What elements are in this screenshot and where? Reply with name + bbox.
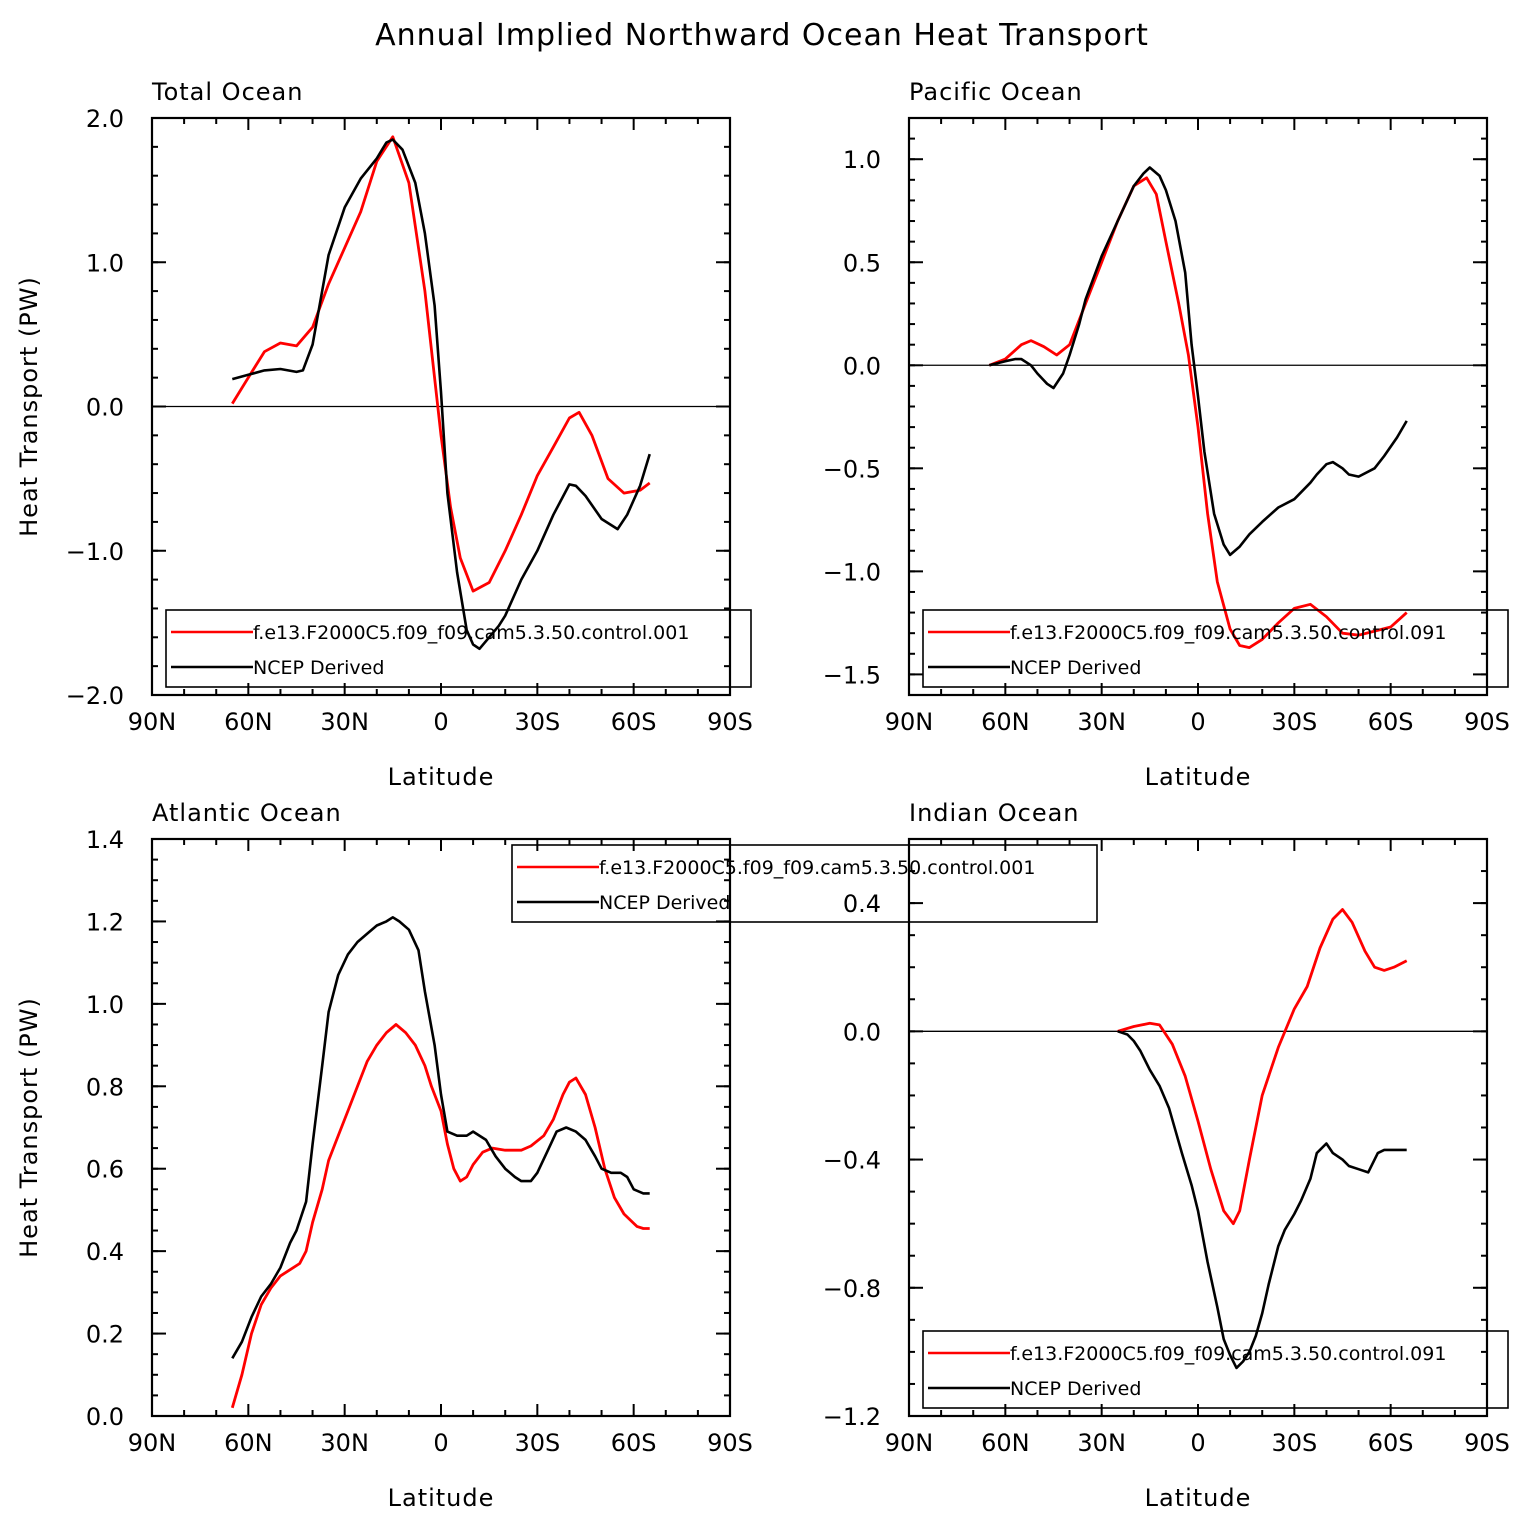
x-tick-label: 30N bbox=[1077, 708, 1126, 736]
x-tick-label: 90N bbox=[885, 708, 934, 736]
y-tick-label: 2.0 bbox=[86, 105, 124, 133]
ncep-series-line bbox=[1117, 1030, 1407, 1370]
y-tick-label: −0.5 bbox=[823, 455, 881, 483]
y-tick-label: 0.8 bbox=[86, 1073, 124, 1101]
panel-title: Indian Ocean bbox=[909, 799, 1080, 827]
legend-label: f.e13.F2000C5.f09_f09.cam5.3.50.control.… bbox=[1010, 622, 1446, 644]
y-tick-label: 0.4 bbox=[86, 1238, 124, 1266]
x-tick-label: 30S bbox=[1271, 708, 1317, 736]
x-axis-label: Latitude bbox=[1145, 763, 1252, 791]
x-tick-label: 30S bbox=[1271, 1429, 1317, 1457]
legend-box bbox=[165, 609, 752, 688]
x-tick-label: 30S bbox=[514, 708, 560, 736]
panel-0: Total Ocean 90N 60N 30N 0 30S 60S 90S −2.0 −1.0 0.… bbox=[15, 78, 753, 791]
x-tick-label: 30N bbox=[320, 1429, 369, 1457]
y-tick-label: 0.5 bbox=[843, 249, 881, 277]
panel-3: Indian Ocean 90N 60N 30N 0 30S 60S 90S −1.2 −0.8 −… bbox=[823, 799, 1510, 1512]
panel-1: Pacific Ocean 90N 60N 30N 0 30S 60S 90S −1.5 −1.0… bbox=[823, 78, 1510, 791]
x-tick-label: 60S bbox=[1368, 1429, 1414, 1457]
legend: f.e13.F2000C5.f09_f09.cam5.3.50.control.… bbox=[922, 609, 1509, 688]
y-tick-label: 1.4 bbox=[86, 826, 124, 854]
x-tick-label: 60S bbox=[611, 1429, 657, 1457]
model-series-line bbox=[230, 1023, 650, 1409]
panel-title: Atlantic Ocean bbox=[152, 799, 342, 827]
panel-title: Total Ocean bbox=[151, 78, 303, 106]
ncep-series-line bbox=[231, 138, 651, 651]
x-axis-label: Latitude bbox=[388, 1484, 495, 1512]
y-tick-label: −1.2 bbox=[823, 1403, 881, 1431]
x-tick-label: 0 bbox=[433, 708, 448, 736]
panel-title: Pacific Ocean bbox=[909, 78, 1083, 106]
x-tick-label: 60S bbox=[1368, 708, 1414, 736]
y-tick-label: 0.2 bbox=[86, 1321, 124, 1349]
x-tick-label: 0 bbox=[433, 1429, 448, 1457]
model-series-line bbox=[231, 135, 651, 593]
y-tick-label: 0.0 bbox=[843, 352, 881, 380]
y-tick-label: 0.4 bbox=[843, 890, 881, 918]
ncep-series-line bbox=[231, 915, 650, 1359]
plot-frame bbox=[907, 837, 1489, 1418]
legend-box bbox=[922, 609, 1509, 688]
y-tick-label: 1.0 bbox=[86, 249, 124, 277]
x-tick-label: 0 bbox=[1190, 1429, 1205, 1457]
y-tick-label: 1.0 bbox=[86, 991, 124, 1019]
x-tick-label: 60N bbox=[224, 708, 273, 736]
y-tick-label: 0.0 bbox=[86, 1403, 124, 1431]
x-tick-label: 90N bbox=[128, 1429, 177, 1457]
legend-label: NCEP Derived bbox=[1010, 657, 1141, 679]
y-tick-label: −1.0 bbox=[823, 558, 881, 586]
y-tick-label: 0.0 bbox=[843, 1018, 881, 1046]
legend-label: NCEP Derived bbox=[599, 892, 730, 914]
y-tick-label: −2.0 bbox=[66, 682, 124, 710]
x-tick-label: 30N bbox=[1077, 1429, 1126, 1457]
y-tick-label: 1.2 bbox=[86, 908, 124, 936]
y-tick-label: −1.0 bbox=[66, 538, 124, 566]
x-tick-label: 30N bbox=[320, 708, 369, 736]
legend-label: NCEP Derived bbox=[253, 657, 384, 679]
model-series-line bbox=[1117, 908, 1408, 1226]
y-tick-label: 1.0 bbox=[843, 146, 881, 174]
legend-label: f.e13.F2000C5.f09_f09.cam5.3.50.control.… bbox=[599, 857, 1035, 879]
ncep-series-line bbox=[988, 166, 1408, 557]
x-tick-label: 90S bbox=[707, 1429, 753, 1457]
x-tick-label: 30S bbox=[514, 1429, 560, 1457]
x-tick-label: 90N bbox=[885, 1429, 934, 1457]
x-tick-label: 90S bbox=[1464, 708, 1510, 736]
legend: f.e13.F2000C5.f09_f09.cam5.3.50.control.… bbox=[165, 609, 752, 688]
x-tick-label: 90S bbox=[1464, 1429, 1510, 1457]
x-tick-label: 60N bbox=[224, 1429, 273, 1457]
y-axis-label: Heat Transport (PW) bbox=[15, 997, 43, 1258]
x-tick-label: 60S bbox=[611, 708, 657, 736]
y-tick-label: 0.6 bbox=[86, 1156, 124, 1184]
model-series-line bbox=[988, 176, 1408, 649]
y-tick-label: −1.5 bbox=[823, 661, 881, 689]
x-tick-label: 0 bbox=[1190, 708, 1205, 736]
y-tick-label: 0.0 bbox=[86, 394, 124, 422]
figure-title: Annual Implied Northward Ocean Heat Tran… bbox=[375, 18, 1149, 53]
x-tick-label: 60N bbox=[981, 708, 1030, 736]
x-axis-label: Latitude bbox=[1145, 1484, 1252, 1512]
plot-frame bbox=[150, 837, 732, 1418]
y-tick-label: −0.8 bbox=[823, 1275, 881, 1303]
y-tick-label: −0.4 bbox=[823, 1147, 881, 1175]
legend-label: f.e13.F2000C5.f09_f09.cam5.3.50.control.… bbox=[253, 622, 689, 644]
legend-box bbox=[922, 1330, 1509, 1409]
x-axis-label: Latitude bbox=[388, 763, 495, 791]
legend: f.e13.F2000C5.f09_f09.cam5.3.50.control.… bbox=[511, 844, 1098, 923]
x-tick-label: 60N bbox=[981, 1429, 1030, 1457]
legend-box bbox=[511, 844, 1098, 923]
legend-label: NCEP Derived bbox=[1010, 1378, 1141, 1400]
panel-2: Atlantic Ocean 90N 60N 30N 0 30S 60S 90S 0.0 0.2 0… bbox=[15, 799, 1098, 1512]
x-tick-label: 90N bbox=[128, 708, 177, 736]
y-axis-label: Heat Transport (PW) bbox=[15, 276, 43, 537]
x-tick-label: 90S bbox=[707, 708, 753, 736]
legend: f.e13.F2000C5.f09_f09.cam5.3.50.control.… bbox=[922, 1330, 1509, 1409]
legend-label: f.e13.F2000C5.f09_f09.cam5.3.50.control.… bbox=[1010, 1343, 1446, 1365]
